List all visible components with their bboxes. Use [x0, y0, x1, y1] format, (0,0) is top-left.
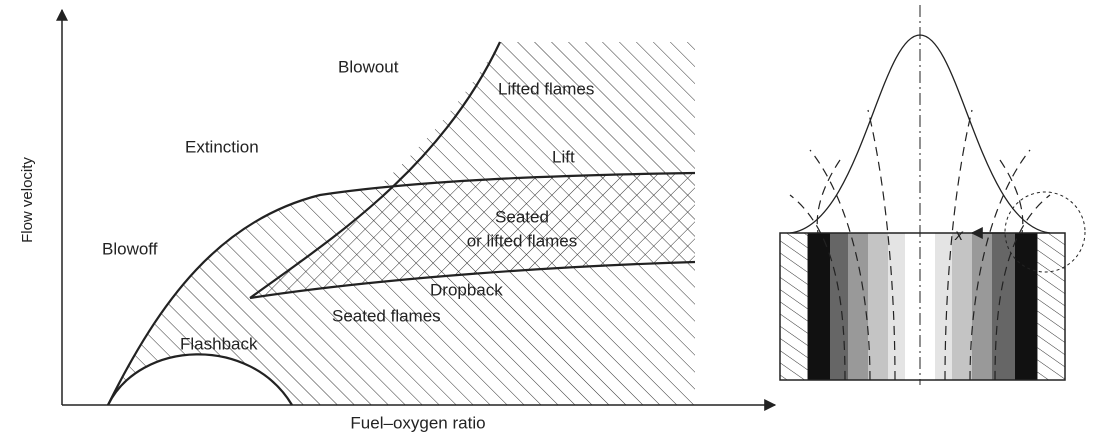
streamline	[994, 194, 1051, 381]
streamline	[816, 159, 841, 234]
band	[992, 233, 1015, 380]
streamline	[999, 159, 1024, 234]
band	[1015, 233, 1037, 380]
label: Dropback	[430, 280, 503, 299]
flashback-region	[108, 354, 292, 405]
band	[848, 233, 868, 380]
label: Lifted flames	[498, 79, 594, 98]
band	[888, 233, 905, 380]
x-axis-label: Fuel–oxygen ratio	[350, 413, 485, 432]
label: Extinction	[185, 137, 259, 156]
streamline	[969, 149, 1031, 381]
band	[935, 233, 952, 380]
streamline	[944, 109, 973, 381]
label: Seated flames	[332, 306, 441, 325]
wall	[1036, 232, 1066, 381]
burner: x	[779, 5, 1086, 385]
label: Blowout	[338, 57, 399, 76]
label: Lift	[552, 147, 575, 166]
dropback-line	[249, 260, 696, 300]
streamline	[789, 194, 846, 381]
band	[868, 233, 888, 380]
burner-outline	[779, 232, 1066, 381]
x-label: x	[954, 227, 964, 244]
curves	[107, 41, 696, 406]
label: Blowoff	[102, 239, 158, 258]
flashback-curve	[107, 353, 293, 406]
streamline	[867, 109, 896, 381]
cross-region-a	[250, 173, 695, 298]
blowout-curve	[249, 41, 501, 299]
wall	[779, 232, 809, 381]
blowoff-curve	[107, 171, 696, 406]
label: or lifted flames	[467, 231, 578, 250]
regions	[108, 42, 695, 405]
band	[972, 233, 992, 380]
band	[952, 233, 972, 380]
label: Seated	[495, 207, 549, 226]
labels: Blowout Lifted flames Extinction Lift Se…	[19, 57, 594, 432]
band	[808, 233, 830, 380]
y-axis-label: Flow velocity	[19, 157, 36, 243]
lifted-region	[380, 42, 695, 185]
streamline	[809, 149, 871, 381]
detail-circle	[1004, 191, 1086, 273]
label: Flashback	[180, 334, 258, 353]
